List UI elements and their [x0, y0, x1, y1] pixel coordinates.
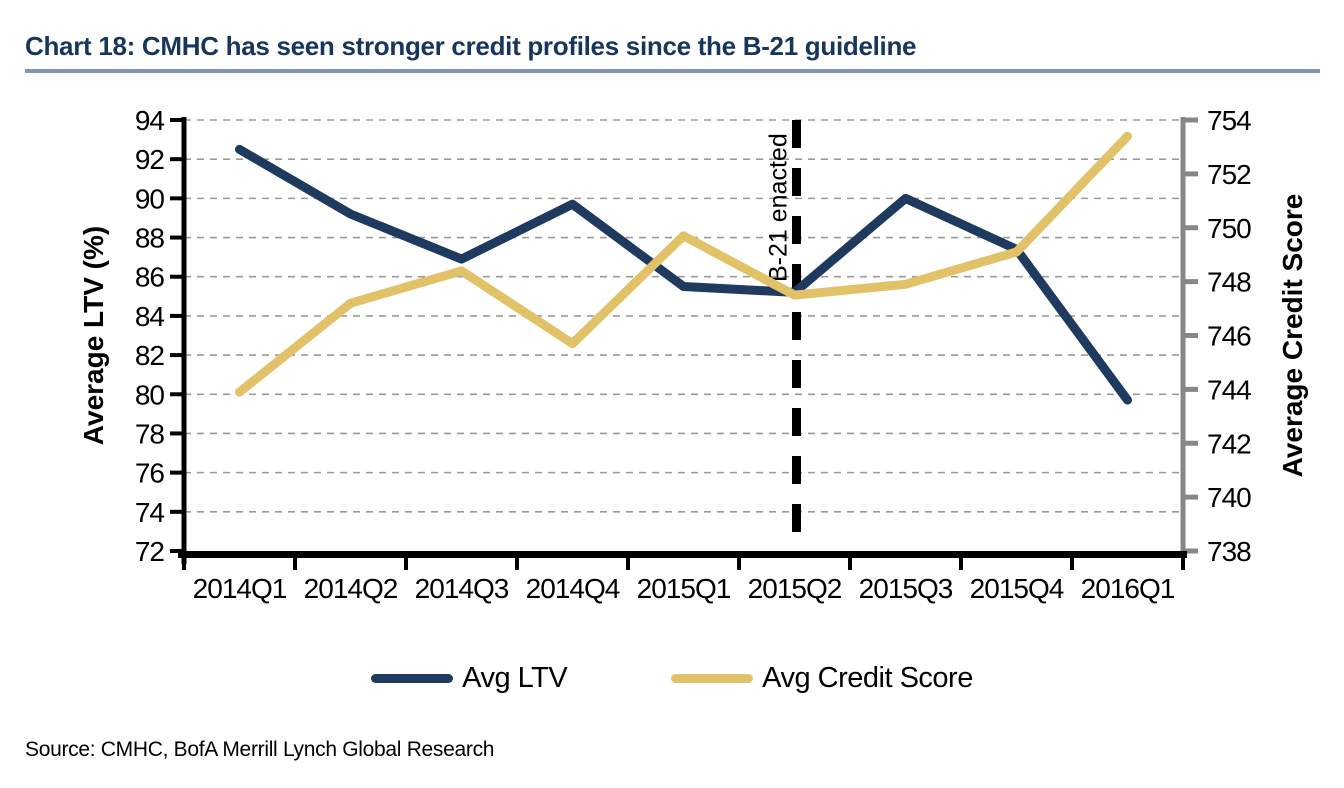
- y-axis-right-tick-label: 746: [1207, 321, 1251, 352]
- y-axis-left-tick-label: 72: [135, 536, 165, 567]
- x-axis-tick-label: 2014Q4: [526, 573, 620, 604]
- b21-annotation-label: B-21 enacted: [765, 133, 793, 282]
- avg-ltv-legend-label: Avg LTV: [462, 661, 568, 694]
- chart-title: Chart 18: CMHC has seen stronger credit …: [25, 31, 917, 61]
- y-axis-right-tick-label: 742: [1207, 428, 1251, 459]
- y-axis-left-title: Average LTV (%): [78, 226, 109, 445]
- y-axis-right-tick-label: 752: [1207, 159, 1251, 190]
- x-axis-tick-label: 2015Q2: [748, 573, 842, 604]
- chart-canvas: 94 92 90 88 86 84 82 80 78 76 74 72 Average LTV (%) 7…: [78, 105, 1308, 604]
- y-axis-left-tick-label: 80: [135, 379, 165, 410]
- y-axis-right-tick-label: 740: [1207, 482, 1251, 513]
- x-axis: 2014Q1 2014Q2 2014Q3 2014Q4 2015Q1 2015Q2 2015…: [178, 551, 1187, 604]
- legend-item-avg-ltv: Avg LTV: [371, 661, 568, 695]
- y-axis-right-tick-label: 744: [1207, 374, 1251, 405]
- y-axis-right: 754 752 750 748 746 744 742 740 738 Average Credi…: [1180, 105, 1308, 567]
- x-axis-tick-label: 2015Q1: [637, 573, 731, 604]
- y-axis-left-tick-label: 88: [135, 223, 165, 254]
- x-axis-tick-label: 2015Q4: [970, 573, 1064, 604]
- avg-credit-score-legend-label: Avg Credit Score: [762, 661, 973, 694]
- source-note: Source: CMHC, BofA Merrill Lynch Global …: [25, 738, 495, 761]
- y-axis-left-tick-label: 84: [135, 301, 165, 332]
- y-axis-right-tick-label: 738: [1207, 536, 1251, 567]
- x-axis-tick-label: 2015Q3: [859, 573, 953, 604]
- chart-legend: Avg LTV Avg Credit Score: [0, 660, 1344, 696]
- y-axis-right-tick-label: 754: [1207, 105, 1251, 136]
- y-axis-left-tick-label: 90: [135, 183, 165, 214]
- avg-ltv-line-swatch: [371, 673, 454, 683]
- x-axis-tick-label: 2014Q3: [415, 573, 509, 604]
- y-axis-right-tick-label: 750: [1207, 213, 1251, 244]
- y-axis-left-tick-label: 94: [135, 105, 165, 136]
- x-axis-tick-label: 2016Q1: [1081, 573, 1175, 604]
- y-axis-left-tick-label: 92: [135, 144, 165, 175]
- y-axis-left-tick-label: 82: [135, 340, 165, 371]
- y-axis-left: 94 92 90 88 86 84 82 80 78 76 74 72 Average LTV (%): [78, 105, 187, 567]
- legend-item-avg-credit-score: Avg Credit Score: [671, 662, 973, 695]
- avg-credit-score-line-swatch: [671, 673, 754, 683]
- line-chart-figure: 94 92 90 88 86 84 82 80 78 76 74 72 Average LTV (%) 7…: [0, 93, 1344, 618]
- y-axis-left-tick-label: 74: [135, 497, 165, 528]
- y-axis-left-tick-label: 78: [135, 418, 165, 449]
- y-axis-right-tick-label: 748: [1207, 267, 1251, 298]
- y-axis-left-tick-label: 86: [135, 262, 165, 293]
- x-axis-tick-label: 2014Q2: [304, 573, 398, 604]
- title-underline: [25, 69, 1320, 73]
- y-axis-left-tick-label: 76: [135, 458, 165, 489]
- avg-credit-score-line: [235, 131, 1132, 397]
- x-axis-tick-label: 2014Q1: [193, 573, 287, 604]
- chart-header: Chart 18: CMHC has seen stronger credit …: [0, 0, 1344, 73]
- y-axis-right-title: Average Credit Score: [1277, 194, 1308, 478]
- avg-ltv-line: [235, 144, 1132, 405]
